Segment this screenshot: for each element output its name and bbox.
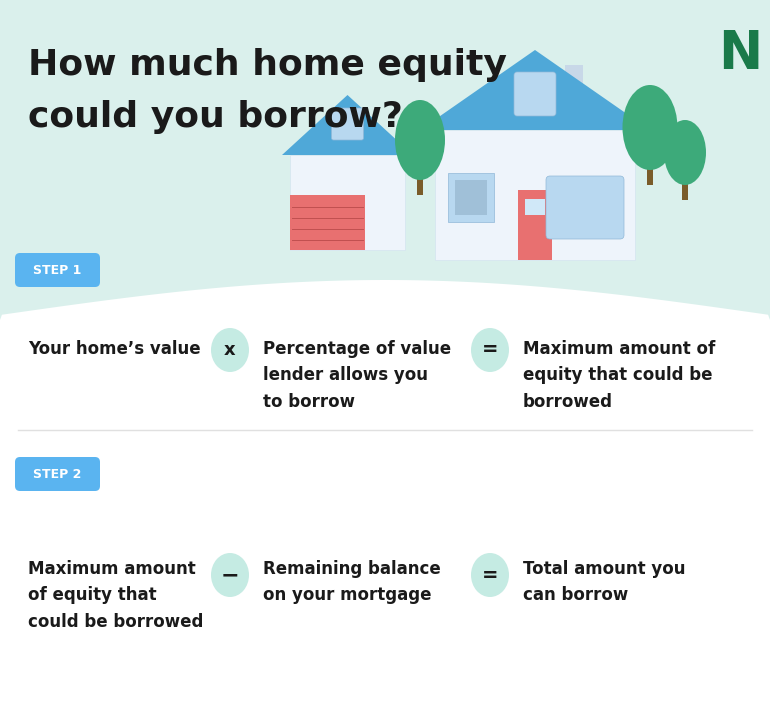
Text: How much home equity: How much home equity [28, 48, 507, 82]
FancyBboxPatch shape [546, 176, 624, 239]
FancyBboxPatch shape [417, 175, 423, 195]
Text: N: N [718, 28, 762, 80]
FancyBboxPatch shape [0, 320, 770, 711]
Text: =: = [482, 565, 498, 584]
Polygon shape [282, 95, 413, 155]
Ellipse shape [471, 553, 509, 597]
FancyBboxPatch shape [15, 457, 100, 491]
FancyBboxPatch shape [332, 108, 363, 140]
FancyBboxPatch shape [290, 155, 405, 250]
FancyBboxPatch shape [682, 180, 688, 200]
Ellipse shape [211, 553, 249, 597]
Text: could you borrow?: could you borrow? [28, 100, 403, 134]
Text: Your home’s value: Your home’s value [28, 340, 201, 358]
FancyBboxPatch shape [15, 253, 100, 287]
Text: x: x [224, 341, 236, 359]
Text: −: − [221, 565, 239, 585]
FancyBboxPatch shape [290, 195, 365, 250]
FancyBboxPatch shape [565, 65, 583, 115]
FancyBboxPatch shape [647, 165, 653, 185]
FancyBboxPatch shape [435, 130, 635, 260]
FancyBboxPatch shape [514, 72, 556, 116]
FancyBboxPatch shape [455, 180, 487, 215]
Text: STEP 1: STEP 1 [33, 264, 81, 277]
Text: STEP 2: STEP 2 [33, 468, 81, 481]
Text: Maximum amount
of equity that
could be borrowed: Maximum amount of equity that could be b… [28, 560, 203, 631]
FancyBboxPatch shape [525, 199, 545, 215]
FancyBboxPatch shape [0, 0, 770, 320]
Text: Percentage of value
lender allows you
to borrow: Percentage of value lender allows you to… [263, 340, 451, 411]
FancyBboxPatch shape [448, 173, 494, 222]
Ellipse shape [622, 85, 678, 170]
Text: Total amount you
can borrow: Total amount you can borrow [523, 560, 685, 604]
Text: Remaining balance
on your mortgage: Remaining balance on your mortgage [263, 560, 440, 604]
Polygon shape [420, 50, 650, 130]
Ellipse shape [395, 100, 445, 180]
FancyBboxPatch shape [518, 190, 552, 260]
Text: Maximum amount of
equity that could be
borrowed: Maximum amount of equity that could be b… [523, 340, 715, 411]
Text: =: = [482, 341, 498, 360]
Ellipse shape [664, 120, 706, 185]
Polygon shape [0, 280, 770, 380]
Ellipse shape [211, 328, 249, 372]
Ellipse shape [471, 328, 509, 372]
